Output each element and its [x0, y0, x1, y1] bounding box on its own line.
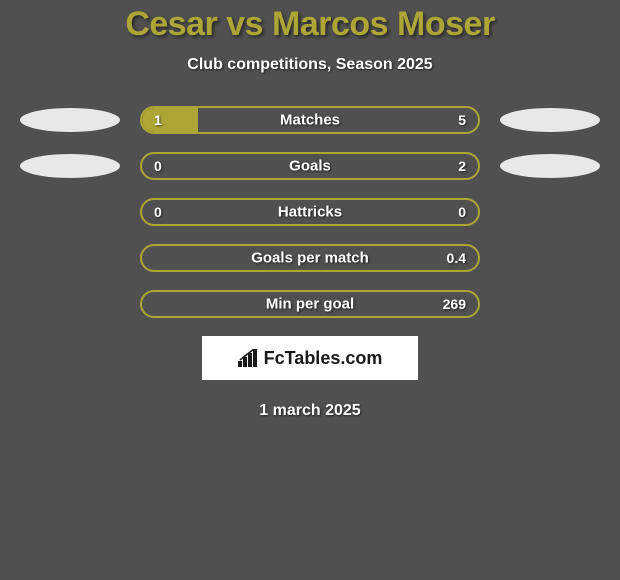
logo-text: FcTables.com	[264, 348, 383, 369]
bar-label: Hattricks	[278, 204, 342, 221]
stats-list: 1 Matches 5 0 Goals 2 0 Hattricks 0 Goals per mat…	[0, 106, 620, 318]
stat-bar: 1 Matches 5	[140, 106, 480, 134]
bar-right-value: 2	[458, 158, 466, 174]
stat-bar: 0 Goals 2	[140, 152, 480, 180]
chart-icon	[238, 349, 260, 367]
logo-box: FcTables.com	[202, 336, 418, 380]
bar-label: Min per goal	[266, 296, 354, 313]
bar-left-value: 0	[154, 204, 162, 220]
stat-row: 0 Goals 2	[0, 152, 620, 180]
bar-label: Matches	[280, 112, 340, 129]
stat-bar: Min per goal 269	[140, 290, 480, 318]
page-title: Cesar vs Marcos Moser	[0, 5, 620, 44]
bar-right-value: 269	[443, 296, 466, 312]
player-avatar-left	[20, 154, 120, 178]
stat-row: Goals per match 0.4	[0, 244, 620, 272]
player-avatar-left	[20, 108, 120, 132]
bar-label: Goals	[289, 158, 331, 175]
stat-bar: 0 Hattricks 0	[140, 198, 480, 226]
bar-left-value: 0	[154, 158, 162, 174]
bar-fill	[142, 108, 198, 132]
stat-row: 1 Matches 5	[0, 106, 620, 134]
bar-right-value: 5	[458, 112, 466, 128]
stat-row: 0 Hattricks 0	[0, 198, 620, 226]
bar-right-value: 0.4	[447, 250, 466, 266]
date-text: 1 march 2025	[0, 402, 620, 420]
player-avatar-right	[500, 108, 600, 132]
player-avatar-right	[500, 154, 600, 178]
bar-label: Goals per match	[251, 250, 369, 267]
bar-left-value: 1	[154, 112, 162, 128]
bar-right-value: 0	[458, 204, 466, 220]
stat-row: Min per goal 269	[0, 290, 620, 318]
stat-bar: Goals per match 0.4	[140, 244, 480, 272]
subtitle: Club competitions, Season 2025	[0, 56, 620, 74]
main-container: Cesar vs Marcos Moser Club competitions,…	[0, 0, 620, 420]
logo-content: FcTables.com	[238, 348, 383, 369]
